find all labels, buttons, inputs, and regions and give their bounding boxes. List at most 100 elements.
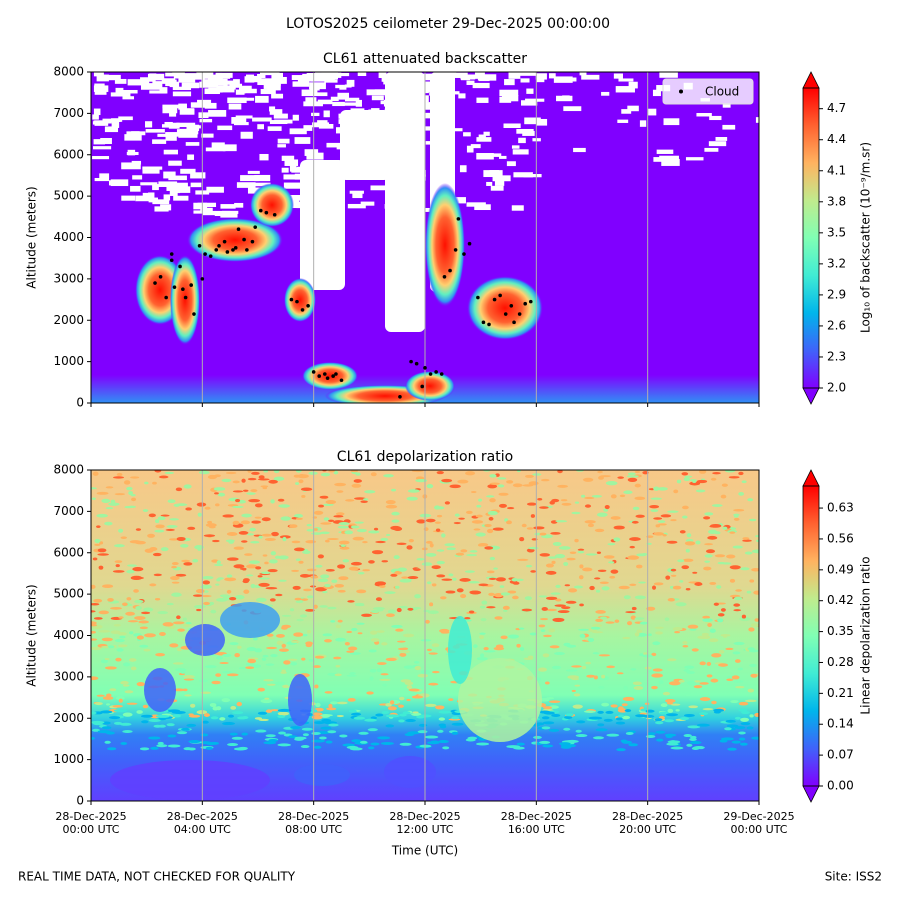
clear-sky	[181, 82, 200, 89]
speckle	[683, 734, 692, 738]
clear-sky	[163, 149, 178, 155]
speckle	[554, 553, 566, 559]
clear-sky	[472, 82, 490, 89]
speckle	[689, 741, 702, 745]
speckle	[586, 674, 596, 678]
clear-sky	[618, 78, 634, 82]
clear-sky	[302, 73, 323, 79]
speckle	[498, 503, 507, 508]
clear-sky	[360, 201, 375, 206]
clear-sky	[122, 96, 135, 100]
speckle	[639, 653, 644, 657]
cloud-point	[492, 297, 497, 302]
speckle	[722, 526, 728, 530]
speckle	[749, 663, 757, 668]
speckle	[739, 742, 748, 746]
speckle	[574, 684, 581, 687]
speckle	[355, 472, 361, 476]
speckle	[351, 739, 362, 743]
speckle	[684, 665, 695, 670]
speckle	[213, 563, 224, 566]
cloud-point	[189, 283, 193, 287]
speckle	[301, 598, 309, 601]
speckle	[470, 491, 477, 494]
speckle	[247, 533, 254, 536]
clear-sky	[179, 128, 199, 135]
speckle	[91, 676, 99, 681]
cloud-point	[339, 378, 344, 383]
speckle	[319, 736, 327, 740]
speckle	[94, 702, 103, 706]
speckle	[200, 733, 209, 737]
speckle	[685, 588, 691, 591]
speckle	[746, 590, 752, 594]
speckle	[232, 711, 244, 715]
y-tick-label: 6000	[53, 147, 84, 161]
speckle	[499, 585, 505, 588]
speckle	[484, 523, 492, 528]
clear-sky	[639, 120, 647, 127]
clear-sky	[222, 144, 237, 152]
speckle	[326, 707, 337, 711]
clear-sky	[520, 78, 530, 83]
speckle	[370, 472, 377, 477]
speckle	[204, 506, 211, 510]
speckle	[451, 731, 459, 735]
cloud-echo	[302, 362, 358, 390]
speckle	[436, 549, 445, 552]
speckle	[416, 519, 426, 524]
clear-sky	[663, 118, 680, 126]
speckle	[584, 496, 595, 500]
speckle	[585, 661, 591, 665]
clear-sky	[281, 155, 295, 161]
clear-sky	[142, 169, 160, 174]
cloud-region	[458, 658, 542, 742]
speckle	[324, 691, 333, 694]
speckle	[399, 696, 405, 701]
clear-sky	[284, 159, 299, 166]
speckle	[646, 542, 652, 545]
clear-sky	[265, 78, 275, 83]
speckle	[664, 719, 675, 723]
speckle	[203, 713, 210, 717]
speckle	[756, 539, 759, 543]
speckle	[738, 492, 744, 496]
speckle	[511, 595, 519, 600]
speckle	[545, 681, 550, 685]
speckle	[679, 530, 686, 534]
clear-sky	[652, 89, 661, 97]
speckle	[186, 723, 197, 727]
speckle	[585, 553, 597, 556]
speckle	[733, 641, 745, 646]
speckle	[724, 470, 736, 473]
clear-sky	[330, 96, 339, 102]
y-tick-label: 8000	[53, 65, 84, 79]
speckle	[127, 564, 137, 567]
speckle	[327, 606, 337, 610]
speckle	[598, 475, 604, 480]
speckle	[579, 603, 584, 607]
speckle	[453, 521, 461, 525]
speckle	[452, 577, 457, 581]
cloud-point	[242, 237, 246, 242]
speckle	[375, 713, 384, 717]
speckle	[709, 581, 717, 585]
colorbar	[803, 88, 819, 388]
clear-sky	[573, 147, 586, 153]
cloud-point	[222, 239, 227, 244]
speckle	[322, 590, 328, 594]
speckle	[601, 702, 610, 707]
speckle	[221, 698, 231, 703]
speckle	[144, 633, 156, 638]
speckle	[354, 602, 365, 606]
speckle	[408, 538, 414, 543]
speckle	[337, 589, 346, 593]
clear-sky	[269, 120, 288, 125]
speckle	[104, 740, 111, 744]
speckle	[241, 540, 248, 543]
cloud-region	[110, 760, 270, 800]
clear-sky	[124, 134, 142, 141]
speckle	[753, 590, 759, 595]
speckle	[754, 712, 759, 717]
speckle	[655, 524, 661, 528]
